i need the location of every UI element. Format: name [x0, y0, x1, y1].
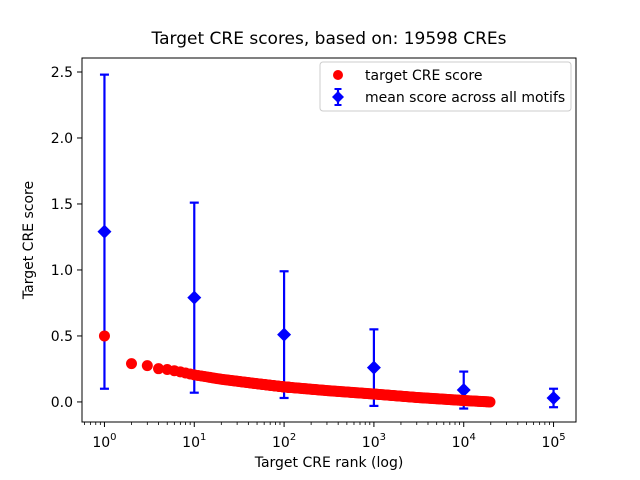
target-score-point	[153, 363, 165, 375]
x-tick-label: 103	[362, 432, 386, 451]
red-circle-marker-icon	[333, 70, 343, 80]
mean-score-point	[456, 383, 471, 398]
target-score-point	[98, 330, 110, 342]
legend: target CRE score mean score across all m…	[319, 61, 572, 112]
x-tick-label: 104	[452, 432, 476, 451]
x-tick-label: 101	[182, 432, 206, 451]
y-tick-label: 2.5	[51, 65, 73, 81]
x-axis-label: Target CRE rank (log)	[254, 455, 404, 471]
x-tick-label: 105	[541, 432, 565, 451]
x-tick-label: 102	[272, 432, 296, 451]
legend-entry-mean-score: mean score across all motifs	[332, 88, 565, 106]
target-score-point	[141, 360, 153, 372]
y-tick-label: 2.0	[51, 131, 73, 147]
target-score-point	[484, 396, 496, 408]
mean-score-point	[546, 390, 561, 405]
plot-border	[81, 57, 577, 423]
y-tick-label: 1.0	[51, 263, 73, 279]
mean-score-point	[277, 327, 292, 342]
y-tick-label: 1.5	[51, 197, 73, 213]
chart-title: Target CRE scores, based on: 19598 CREs	[151, 29, 507, 49]
target-score-point	[125, 358, 137, 370]
axis-major-ticks	[77, 71, 555, 427]
mean-score-point	[97, 224, 112, 239]
legend-label: mean score across all motifs	[365, 90, 565, 106]
legend-label: target CRE score	[365, 68, 482, 84]
target-score-series	[98, 330, 496, 408]
x-tick-label: 100	[92, 432, 116, 451]
mean-score-point	[187, 290, 202, 305]
legend-box	[319, 61, 572, 112]
axis-tick-labels: 100 101 102 103 104 105 0.0 0.5 1.0 1.5 2.0 2.5	[51, 65, 566, 451]
legend-entry-target-score: target CRE score	[333, 68, 482, 84]
x-minor-ticks	[84, 422, 550, 425]
mean-score-point	[366, 360, 381, 375]
mean-score-series	[97, 73, 561, 410]
y-tick-label: 0.5	[51, 329, 73, 345]
y-axis-label: Target CRE score	[21, 181, 37, 300]
y-tick-label: 0.0	[51, 395, 73, 411]
blue-diamond-marker-icon	[332, 91, 344, 103]
